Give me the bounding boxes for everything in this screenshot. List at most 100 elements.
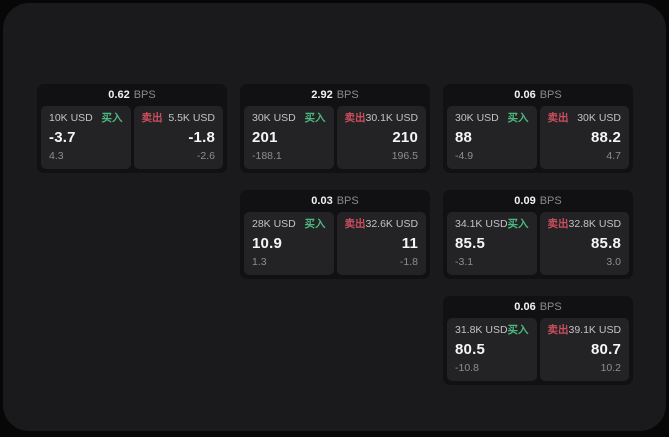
quote-card: 0.06 BPS 30K USD 买入 88 -4.9 卖出 30K USD: [443, 84, 633, 173]
sell-delta: 3.0: [606, 256, 621, 268]
sell-label: 卖出: [344, 218, 366, 230]
sell-amount: 30K USD: [577, 112, 621, 124]
sell-amount: 32.8K USD: [568, 218, 622, 230]
buy-delta: 4.3: [49, 150, 64, 162]
buy-price: 88: [455, 129, 473, 146]
quote-card: 0.62 BPS 10K USD 买入 -3.7 4.3 卖出 5.5K USD: [37, 84, 227, 173]
bps-value: 0.62: [108, 89, 130, 101]
buy-toprow: 34.1K USD 买入: [455, 218, 529, 231]
buy-delta: -4.9: [455, 150, 474, 162]
buy-label: 买入: [507, 218, 529, 230]
buy-amount: 30K USD: [252, 112, 296, 124]
bps-value: 0.06: [514, 301, 536, 313]
sell-toprow: 卖出 5.5K USD: [142, 112, 216, 125]
buy-panel[interactable]: 31.8K USD 买入 80.5 -10.8: [447, 318, 537, 381]
bps-unit: BPS: [539, 89, 562, 101]
buy-panel[interactable]: 30K USD 买入 88 -4.9: [447, 106, 537, 169]
quote-card-grid: 0.62 BPS 10K USD 买入 -3.7 4.3 卖出 5.5K USD: [37, 84, 633, 385]
buy-price: -3.7: [49, 129, 76, 146]
card-header: 0.06 BPS: [447, 84, 629, 106]
buy-delta: -188.1: [252, 150, 282, 162]
sell-price: -1.8: [188, 129, 215, 146]
sell-price: 85.8: [591, 235, 621, 252]
buy-amount: 10K USD: [49, 112, 93, 124]
buy-toprow: 10K USD 买入: [49, 112, 123, 125]
buy-panel[interactable]: 10K USD 买入 -3.7 4.3: [41, 106, 131, 169]
buy-toprow: 31.8K USD 买入: [455, 324, 529, 337]
sell-label: 卖出: [547, 112, 569, 124]
quote-card: 0.06 BPS 31.8K USD 买入 80.5 -10.8 卖出 39.1…: [443, 296, 633, 385]
bps-value: 2.92: [311, 89, 333, 101]
buy-price: 201: [252, 129, 278, 146]
sell-amount: 30.1K USD: [365, 112, 419, 124]
bps-value: 0.03: [311, 195, 333, 207]
buy-amount: 30K USD: [455, 112, 499, 124]
panels: 31.8K USD 买入 80.5 -10.8 卖出 39.1K USD 80.…: [447, 318, 629, 381]
panels: 10K USD 买入 -3.7 4.3 卖出 5.5K USD -1.8 -2.…: [41, 106, 223, 169]
buy-amount: 28K USD: [252, 218, 296, 230]
sell-delta: 4.7: [606, 150, 621, 162]
sell-price: 88.2: [591, 129, 621, 146]
sell-panel[interactable]: 卖出 39.1K USD 80.7 10.2: [539, 318, 629, 381]
buy-toprow: 30K USD 买入: [252, 112, 326, 125]
bps-unit: BPS: [133, 89, 156, 101]
sell-label: 卖出: [547, 324, 569, 336]
sell-delta: -2.6: [196, 150, 215, 162]
sell-panel[interactable]: 卖出 5.5K USD -1.8 -2.6: [133, 106, 223, 169]
sell-price: 11: [401, 235, 418, 252]
panels: 34.1K USD 买入 85.5 -3.1 卖出 32.8K USD 85.8…: [447, 212, 629, 275]
buy-price: 10.9: [252, 235, 282, 252]
card-header: 0.03 BPS: [244, 190, 426, 212]
sell-label: 卖出: [547, 218, 569, 230]
panels: 30K USD 买入 88 -4.9 卖出 30K USD 88.2 4.7: [447, 106, 629, 169]
sell-toprow: 卖出 30.1K USD: [345, 112, 419, 125]
buy-label: 买入: [304, 218, 326, 230]
buy-toprow: 28K USD 买入: [252, 218, 326, 231]
sell-delta: -1.8: [399, 256, 418, 268]
card-header: 2.92 BPS: [244, 84, 426, 106]
sell-label: 卖出: [344, 112, 366, 124]
sell-panel[interactable]: 卖出 30K USD 88.2 4.7: [539, 106, 629, 169]
panels: 30K USD 买入 201 -188.1 卖出 30.1K USD 210 1…: [244, 106, 426, 169]
buy-label: 买入: [101, 112, 123, 124]
sell-panel[interactable]: 卖出 32.6K USD 11 -1.8: [336, 212, 426, 275]
sell-amount: 32.6K USD: [365, 218, 419, 230]
buy-delta: -3.1: [455, 256, 474, 268]
panels: 28K USD 买入 10.9 1.3 卖出 32.6K USD 11 -1.8: [244, 212, 426, 275]
sell-panel[interactable]: 卖出 30.1K USD 210 196.5: [336, 106, 426, 169]
sell-price: 80.7: [591, 341, 621, 358]
buy-panel[interactable]: 30K USD 买入 201 -188.1: [244, 106, 334, 169]
buy-amount: 34.1K USD: [455, 218, 508, 230]
card-header: 0.06 BPS: [447, 296, 629, 318]
sell-amount: 39.1K USD: [568, 324, 622, 336]
buy-delta: 1.3: [252, 256, 267, 268]
app-surface: 0.62 BPS 10K USD 买入 -3.7 4.3 卖出 5.5K USD: [3, 3, 666, 431]
quote-card: 0.03 BPS 28K USD 买入 10.9 1.3 卖出 32.6K US…: [240, 190, 430, 279]
quote-card: 0.09 BPS 34.1K USD 买入 85.5 -3.1 卖出 32.8K…: [443, 190, 633, 279]
buy-amount: 31.8K USD: [455, 324, 508, 336]
bps-unit: BPS: [336, 195, 359, 207]
card-header: 0.62 BPS: [41, 84, 223, 106]
buy-label: 买入: [304, 112, 326, 124]
sell-toprow: 卖出 32.6K USD: [345, 218, 419, 231]
bps-unit: BPS: [336, 89, 359, 101]
bps-unit: BPS: [539, 195, 562, 207]
sell-toprow: 卖出 32.8K USD: [548, 218, 622, 231]
sell-toprow: 卖出 30K USD: [548, 112, 622, 125]
buy-label: 买入: [507, 324, 529, 336]
bps-unit: BPS: [539, 301, 562, 313]
buy-delta: -10.8: [455, 362, 479, 374]
buy-label: 买入: [507, 112, 529, 124]
buy-price: 85.5: [455, 235, 485, 252]
buy-panel[interactable]: 34.1K USD 买入 85.5 -3.1: [447, 212, 537, 275]
sell-amount: 5.5K USD: [168, 112, 215, 124]
quote-card: 2.92 BPS 30K USD 买入 201 -188.1 卖出 30.1K …: [240, 84, 430, 173]
sell-price: 210: [392, 129, 418, 146]
sell-toprow: 卖出 39.1K USD: [548, 324, 622, 337]
sell-delta: 196.5: [391, 150, 418, 162]
sell-delta: 10.2: [600, 362, 621, 374]
card-header: 0.09 BPS: [447, 190, 629, 212]
bps-value: 0.09: [514, 195, 536, 207]
sell-panel[interactable]: 卖出 32.8K USD 85.8 3.0: [539, 212, 629, 275]
buy-panel[interactable]: 28K USD 买入 10.9 1.3: [244, 212, 334, 275]
